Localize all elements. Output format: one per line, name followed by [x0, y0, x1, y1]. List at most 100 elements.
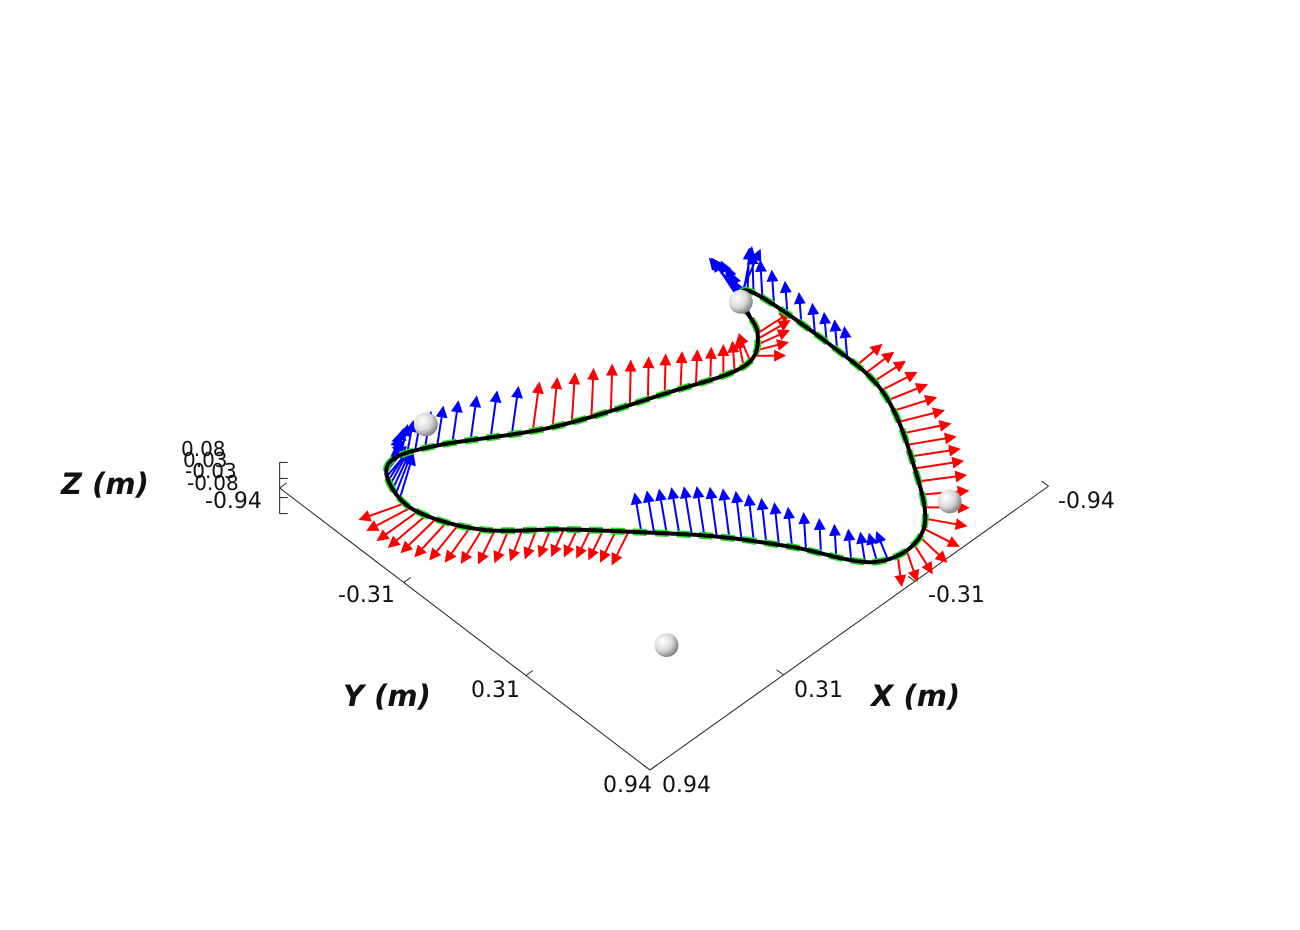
blue-vector-110 [766, 269, 779, 305]
blue-vector-116 [839, 326, 852, 358]
y-tick-mark-3 [649, 764, 658, 771]
red-vector-54 [376, 510, 419, 542]
blue-vector-18 [866, 532, 879, 563]
z-tick-label-3: -0.08 [187, 471, 239, 495]
blue-vector-109 [754, 259, 767, 298]
red-vector-118 [865, 351, 895, 374]
red-vector-43 [537, 529, 552, 559]
red-vector-55 [366, 506, 411, 532]
blue-vector-69 [405, 419, 418, 453]
red-vector-86 [690, 349, 703, 385]
blue-vector-21 [829, 523, 841, 558]
z-tick-label-1: 0.03 [183, 448, 228, 472]
blue-vector-107 [742, 247, 755, 291]
red-vector-94 [757, 329, 790, 346]
red-vector-84 [659, 353, 672, 394]
waypoint-sphere-0 [937, 489, 962, 514]
red-vector-119 [873, 360, 907, 383]
blue-vector-34 [655, 488, 668, 534]
x-axis-line [649, 485, 1049, 771]
blue-vector-72 [435, 405, 448, 446]
red-vector-1 [887, 383, 929, 402]
y-axis-line [279, 487, 651, 771]
y-tick-label-1: -0.31 [338, 583, 395, 608]
red-vector-11 [925, 517, 968, 531]
waypoint-sphere-2 [413, 412, 438, 437]
red-vector-13 [919, 536, 948, 563]
blue-vector-33 [667, 487, 681, 535]
red-vector-93 [756, 339, 790, 352]
z-tick-label-0: 0.08 [181, 437, 226, 461]
z-axis-title: Z (m) [60, 467, 149, 501]
x-tick-label-2: 0.31 [794, 678, 843, 703]
blue-vector-112 [793, 292, 806, 324]
red-vector-5 [907, 432, 957, 446]
red-vector-3 [898, 407, 946, 423]
blue-vector-25 [769, 502, 782, 546]
blue-vector-113 [807, 302, 820, 334]
x-axis-title: X (m) [869, 679, 960, 713]
blue-vector-104 [708, 257, 742, 296]
waypoint-sphere-3 [728, 289, 753, 314]
waypoints-group [413, 289, 962, 658]
axes-group [279, 461, 1049, 771]
red-vector-82 [624, 359, 637, 406]
red-vector-77 [531, 381, 544, 432]
red-vector-83 [642, 356, 655, 400]
red-vector-2 [893, 394, 938, 412]
y-tick-label-0: -0.94 [205, 489, 262, 514]
red-vector-51 [414, 521, 448, 558]
red-vector-41 [563, 529, 578, 558]
y-axis-title: Y (m) [343, 679, 431, 713]
blue-vector-20 [843, 528, 856, 561]
blue-vector-75 [489, 390, 502, 438]
red-vector-49 [444, 527, 471, 563]
y-tick-mark-2 [525, 670, 534, 676]
blue-vector-32 [679, 486, 693, 535]
red-vector-14 [913, 543, 933, 575]
red-vector-15 [905, 550, 920, 583]
x-tick-mark-1 [907, 575, 916, 582]
red-vector-78 [550, 377, 563, 428]
blue-vector-27 [743, 493, 756, 542]
red-vector-4 [903, 420, 952, 435]
blue-vector-111 [779, 280, 792, 314]
blue-vector-22 [813, 518, 826, 554]
red-vector-81 [605, 363, 618, 412]
red-vector-89 [727, 340, 740, 372]
blue-vector-35 [642, 490, 656, 533]
red-vector-53 [387, 514, 427, 548]
red-vector-0 [881, 371, 918, 392]
y-tick-label-2: 0.31 [471, 678, 520, 703]
red-vector-42 [550, 528, 565, 558]
red-vector-40 [576, 529, 591, 559]
x-tick-mark-0 [1041, 480, 1049, 487]
red-vector-95 [757, 320, 791, 340]
red-vector-45 [508, 530, 524, 562]
red-vector-8 [918, 470, 968, 483]
red-vector-6 [910, 444, 961, 458]
red-vector-87 [704, 346, 717, 381]
red-vector-48 [460, 529, 483, 565]
blue-vector-24 [783, 506, 796, 548]
waypoint-sphere-1 [654, 633, 679, 658]
y-tick-mark-0 [279, 482, 287, 489]
blue-vector-23 [798, 512, 811, 550]
red-vector-39 [588, 530, 604, 561]
red-vector-7 [914, 456, 965, 470]
red-vector-85 [675, 351, 688, 389]
x-tick-label-1: -0.31 [928, 583, 985, 608]
x-tick-label-0: -0.94 [1058, 489, 1115, 514]
blue-vector-74 [469, 395, 482, 441]
red-vector-117 [856, 343, 883, 366]
blue-vector-19 [856, 531, 869, 563]
red-vector-52 [400, 518, 437, 554]
y-tick-label-3: 0.94 [603, 773, 652, 798]
red-vector-12 [923, 527, 960, 547]
red-vector-47 [477, 530, 496, 565]
blue-vector-73 [450, 400, 463, 443]
red-vector-16 [894, 555, 907, 588]
red-vector-91 [737, 332, 752, 362]
